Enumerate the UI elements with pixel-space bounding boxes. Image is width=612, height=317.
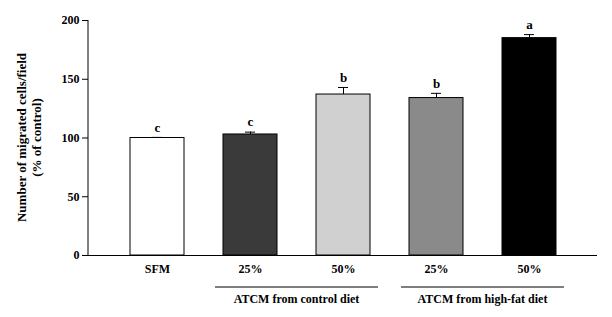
svg-text:ATCM from high-fat diet: ATCM from high-fat diet: [418, 292, 548, 306]
svg-text:c: c: [248, 114, 254, 129]
svg-text:50%: 50%: [518, 262, 542, 276]
svg-text:ATCM from control diet: ATCM from control diet: [234, 292, 360, 306]
svg-text:50%: 50%: [332, 262, 356, 276]
svg-text:25%: 25%: [239, 262, 263, 276]
svg-text:SFM: SFM: [145, 262, 170, 276]
svg-text:0: 0: [74, 248, 80, 262]
svg-text:200: 200: [62, 13, 80, 27]
svg-text:c: c: [155, 120, 161, 135]
svg-text:50: 50: [68, 190, 80, 204]
svg-text:b: b: [340, 70, 347, 85]
svg-text:b: b: [433, 76, 440, 91]
svg-text:a: a: [526, 17, 533, 32]
svg-text:Number of migrated cells/field: Number of migrated cells/field(% of cont…: [14, 52, 44, 222]
svg-text:25%: 25%: [425, 262, 449, 276]
svg-text:150: 150: [62, 72, 80, 86]
svg-text:100: 100: [62, 131, 80, 145]
